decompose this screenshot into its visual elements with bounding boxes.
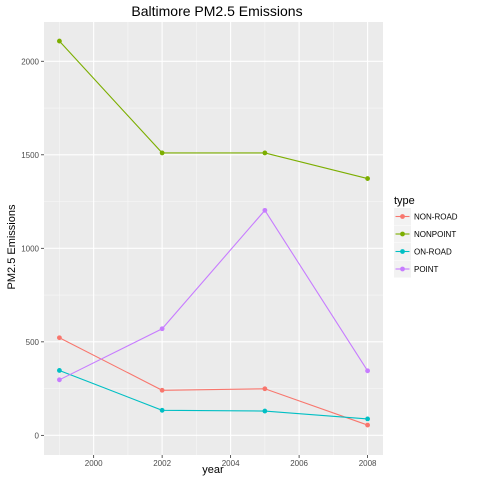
legend-item-on-road: ON-ROAD (394, 243, 452, 260)
x-tick-label: 2004 (222, 459, 240, 468)
data-point-point (57, 377, 62, 383)
data-point-nonpoint (365, 176, 370, 181)
data-point-point (262, 207, 268, 213)
y-tick-label: 1000 (21, 244, 39, 253)
series-on-road (57, 368, 370, 422)
data-point-nonpoint (57, 38, 62, 44)
legend-label: NON-ROAD (414, 213, 458, 222)
minor-gridlines (44, 22, 383, 455)
y-tick-label: 500 (26, 338, 40, 347)
series-nonpoint (57, 38, 370, 181)
legend-key-point (400, 266, 405, 272)
x-tick-label: 2002 (153, 459, 171, 468)
x-axis: 2000 2002 2004 2006 2008 (85, 455, 377, 468)
y-tick-label: 1500 (21, 151, 39, 160)
legend-item-non-road: NON-ROAD (394, 208, 458, 225)
x-tick-label: 2008 (359, 459, 377, 468)
data-point-nonpoint (159, 150, 165, 156)
y-tick-label: 0 (35, 431, 40, 440)
plot-panel (44, 22, 383, 455)
data-point-point (365, 368, 370, 374)
data-point-non-road (57, 335, 62, 341)
series-line-non-road (59, 337, 368, 426)
major-gridlines (44, 22, 383, 455)
legend-label: ON-ROAD (414, 248, 452, 257)
legend-key-point (400, 214, 405, 219)
data-point-non-road (262, 386, 268, 392)
legend-items: NON-ROAD NONPOINT ON-ROAD POINT (394, 208, 458, 278)
series-line-nonpoint (59, 40, 368, 180)
data-point-on-road (57, 368, 62, 373)
legend-key-point (400, 231, 405, 237)
series-line-point (59, 209, 369, 381)
legend-item-point: POINT (394, 260, 439, 278)
legend-label: NONPOINT (414, 230, 456, 239)
y-axis-title: PM2.5 Emissions (6, 204, 18, 289)
legend-item-nonpoint: NONPOINT (394, 225, 456, 243)
legend: type NON-ROAD NONPOINT ON-ROAD POINT (394, 195, 458, 278)
series-point (57, 207, 370, 383)
data-point-non-road (365, 422, 370, 428)
legend-key-point (400, 249, 405, 254)
chart-title: Baltimore PM2.5 Emissions (131, 3, 302, 19)
x-tick-label: 2000 (85, 459, 103, 468)
y-axis: 0 500 1000 1500 2000 (21, 57, 44, 440)
data-point-on-road (365, 416, 370, 422)
x-axis-title: year (202, 464, 224, 476)
data-point-on-road (262, 408, 268, 414)
data-point-on-road (159, 407, 165, 413)
series-non-road (57, 335, 370, 428)
legend-label: POINT (414, 265, 439, 274)
y-tick-label: 2000 (21, 57, 39, 66)
data-point-point (159, 326, 165, 332)
series-line-on-road (59, 369, 368, 420)
data-point-nonpoint (262, 150, 268, 156)
x-tick-label: 2006 (290, 459, 308, 468)
legend-title: type (394, 195, 415, 207)
data-point-non-road (159, 387, 165, 393)
series-layer (57, 38, 370, 428)
